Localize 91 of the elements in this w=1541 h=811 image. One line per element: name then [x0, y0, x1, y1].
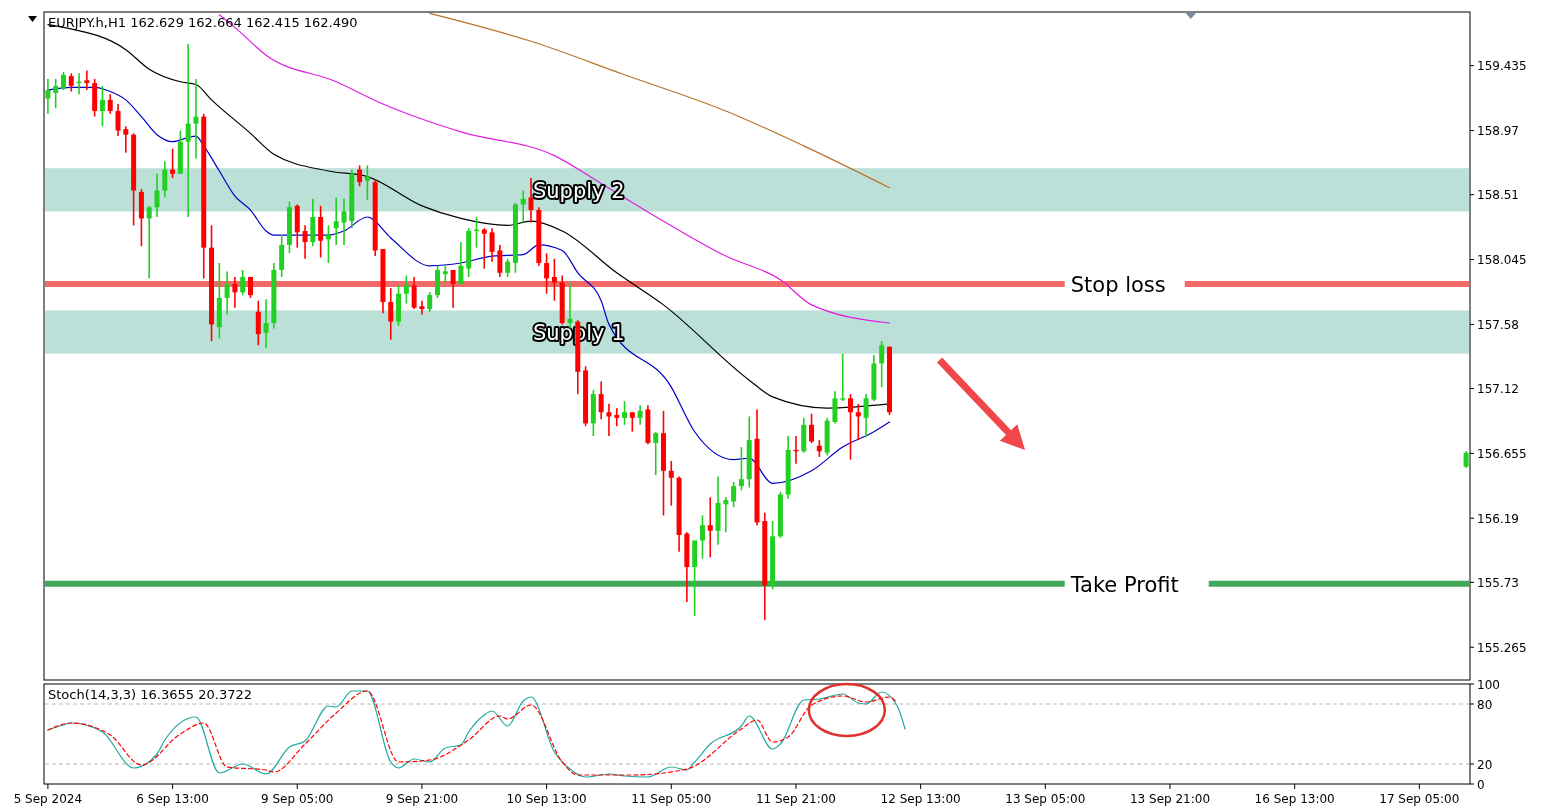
- candlestick: [60, 71, 66, 91]
- candlestick: [68, 72, 74, 93]
- candlestick: [442, 265, 448, 285]
- candlestick: [731, 481, 737, 508]
- candlestick: [528, 177, 534, 224]
- candlestick: [427, 291, 433, 313]
- candlestick: [879, 340, 885, 388]
- y-tick-label: 156.19: [1477, 511, 1519, 526]
- candlestick: [333, 196, 339, 246]
- candlestick: [115, 103, 121, 137]
- candlestick: [107, 93, 113, 115]
- y-tick-label: 158.51: [1477, 188, 1519, 203]
- candlestick: [738, 446, 744, 492]
- y-tick-label: 159.435: [1477, 59, 1527, 74]
- candlestick: [450, 269, 456, 309]
- candlestick: [505, 258, 511, 278]
- candlestick: [318, 205, 324, 259]
- candlestick: [848, 393, 854, 461]
- x-tick-label: 13 Sep 05:00: [1005, 792, 1086, 806]
- candlestick: [637, 404, 643, 426]
- candlestick: [544, 252, 550, 295]
- x-tick-label: 9 Sep 05:00: [261, 792, 334, 806]
- y-tick-label: 155.265: [1477, 640, 1527, 655]
- candlestick: [357, 164, 363, 188]
- x-tick-label: 9 Sep 21:00: [385, 792, 459, 806]
- y-tick-label: 158.97: [1477, 124, 1519, 139]
- candlestick: [723, 496, 729, 533]
- candlestick: [193, 78, 199, 160]
- candlestick: [551, 258, 557, 302]
- candlestick: [614, 407, 620, 427]
- candlestick: [411, 276, 417, 310]
- candlestick: [263, 298, 269, 349]
- x-tick-label: 16 Sep 13:00: [1254, 792, 1335, 806]
- candlestick: [84, 69, 90, 91]
- x-tick-label: 13 Sep 21:00: [1129, 792, 1211, 806]
- candlestick: [224, 270, 230, 316]
- candlestick: [364, 164, 370, 202]
- x-tick-label: 5 Sep 2024: [13, 792, 83, 806]
- candlestick: [707, 496, 713, 559]
- y-tick-label: 156.655: [1477, 446, 1527, 461]
- candlestick: [489, 227, 495, 263]
- candlestick: [154, 172, 160, 218]
- candlestick: [699, 514, 705, 560]
- chart-title: Stoch(14,3,3) 16.3655 20.3722: [48, 687, 252, 702]
- x-tick-label: 11 Sep 05:00: [631, 792, 712, 806]
- candlestick: [653, 430, 659, 476]
- candlestick: [185, 43, 191, 218]
- candlestick: [341, 198, 347, 246]
- x-tick-label: 17 Sep 05:00: [1379, 792, 1460, 806]
- candlestick: [668, 460, 674, 507]
- x-tick-label: 10 Sep 13:00: [506, 792, 587, 806]
- x-tick-label: 6 Sep 13:00: [136, 792, 209, 806]
- y-tick-label: 80: [1477, 697, 1493, 712]
- candlestick: [832, 390, 838, 425]
- candlestick: [481, 227, 487, 270]
- candlestick: [302, 224, 308, 260]
- candlestick: [240, 269, 246, 296]
- candlestick: [419, 299, 425, 316]
- y-tick-label: 157.58: [1477, 317, 1519, 332]
- candlestick: [45, 78, 51, 115]
- candlestick: [458, 241, 464, 285]
- candlestick: [232, 276, 238, 309]
- candlestick: [53, 78, 59, 110]
- candlestick: [403, 274, 409, 305]
- candlestick: [598, 380, 604, 421]
- y-tick-label: 0: [1477, 777, 1485, 792]
- candlestick: [855, 403, 861, 441]
- candlestick: [170, 147, 176, 179]
- candlestick: [809, 412, 815, 444]
- candlestick: [99, 85, 105, 128]
- y-tick-label: 158.045: [1477, 253, 1527, 268]
- candlestick: [388, 287, 394, 341]
- candlestick: [325, 224, 331, 264]
- candlestick: [606, 403, 612, 437]
- y-tick-label: 100: [1477, 677, 1500, 692]
- candlestick: [162, 160, 168, 199]
- candlestick: [255, 299, 261, 347]
- candlestick: [146, 205, 152, 280]
- candlestick: [497, 244, 503, 278]
- y-tick-label: 157.12: [1477, 382, 1519, 397]
- candlestick: [622, 400, 628, 426]
- y-tick-label: 20: [1477, 757, 1493, 772]
- y-tick-label: 155.73: [1477, 575, 1519, 590]
- candlestick: [863, 393, 869, 439]
- candlestick: [629, 411, 635, 433]
- candlestick: [123, 125, 129, 154]
- x-tick-label: 11 Sep 21:00: [755, 792, 837, 806]
- ref-line-label: Stop loss: [1070, 272, 1166, 297]
- x-tick-label: 12 Sep 13:00: [880, 792, 961, 806]
- ref-line-label: Take Profit: [1069, 572, 1179, 597]
- candlestick: [840, 352, 846, 402]
